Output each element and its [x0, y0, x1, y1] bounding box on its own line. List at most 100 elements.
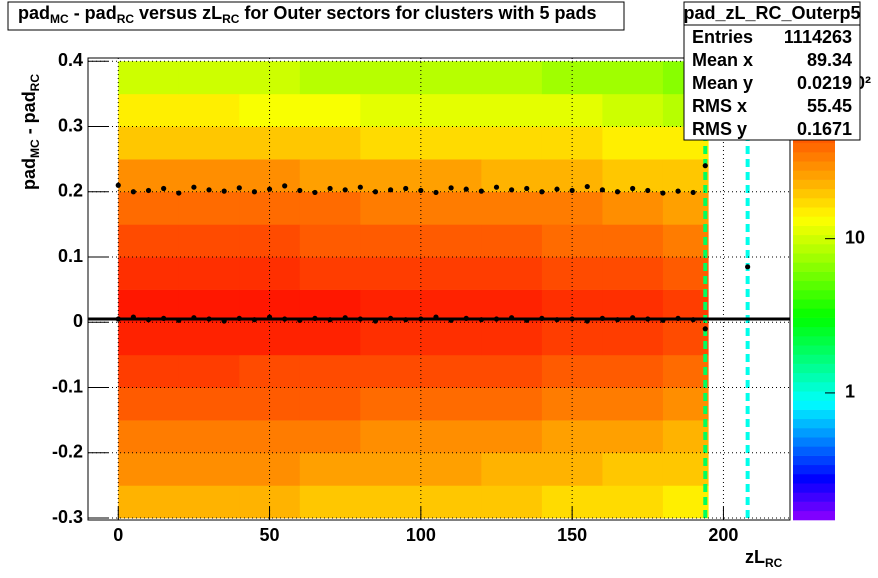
heatmap-cell [299, 452, 361, 486]
heatmap-cell [481, 61, 543, 95]
heatmap-cell [178, 420, 240, 454]
profile-point [221, 188, 227, 194]
palette-step [793, 391, 835, 401]
profile-point [690, 189, 696, 196]
heatmap-cell [239, 387, 301, 421]
subscript: RC [28, 74, 42, 92]
heatmap-cell [118, 257, 180, 290]
palette-step [793, 207, 835, 217]
heatmap-cell [662, 191, 709, 225]
profile-point [509, 187, 515, 193]
heatmap-cell [360, 126, 422, 160]
heatmap-cell [662, 257, 709, 290]
profile-point [115, 182, 121, 188]
heatmap-cell [360, 485, 422, 519]
stats-value: 89.34 [807, 50, 852, 70]
heatmap-cell [481, 126, 543, 160]
profile-point [448, 185, 454, 191]
y-tick-label: -0.2 [52, 442, 83, 462]
heatmap-cell [420, 191, 482, 225]
heatmap-cell [239, 257, 301, 290]
heatmap-cell [481, 159, 543, 193]
heatmap-cell [118, 354, 180, 388]
stats-value: 1114263 [784, 27, 852, 47]
profile-point [524, 185, 530, 192]
palette-step [793, 428, 835, 438]
profile-point [614, 189, 621, 195]
subscript: MC [50, 12, 69, 26]
heatmap-cell [299, 257, 361, 290]
heatmap-cell [360, 452, 422, 486]
profile-point [327, 185, 333, 192]
palette-step [793, 225, 835, 236]
heatmap-cell [118, 452, 180, 486]
profile-point [493, 184, 500, 190]
heatmap-cell [118, 224, 180, 258]
heatmap-cell [178, 452, 240, 486]
stats-label: Entries [692, 27, 753, 47]
label-part: versus zL [134, 3, 222, 23]
stats-label: Mean y [692, 73, 753, 93]
y-axis-label: padMC - padRC [19, 74, 42, 190]
profile-point [312, 189, 318, 196]
heatmap-cell [541, 452, 603, 486]
palette-step [793, 474, 835, 484]
heatmap-cell [602, 452, 664, 486]
profile-point [357, 184, 363, 190]
palette-step [793, 483, 835, 493]
palette-step [793, 336, 835, 346]
heatmap-cell [662, 159, 709, 193]
y-tick-label: -0.1 [52, 376, 83, 396]
y-tick-label: 0.3 [58, 115, 83, 135]
profile-point [554, 186, 560, 192]
palette-step [793, 382, 835, 392]
heatmap-cell [360, 191, 422, 225]
heatmap-cell [178, 354, 240, 388]
heatmap-cell [299, 354, 361, 388]
label-part: - pad [69, 3, 117, 23]
palette-step [793, 437, 835, 447]
stats-label: RMS x [692, 96, 747, 116]
heatmap-cell [541, 224, 603, 258]
label-part: pad [18, 3, 50, 23]
profile-point [463, 186, 469, 192]
stats-value: 0.1671 [797, 119, 852, 139]
heatmap-cell [178, 191, 240, 225]
profile-point [675, 188, 681, 194]
palette-step [793, 326, 835, 337]
palette-step [793, 418, 835, 429]
heatmap-cell [541, 387, 603, 421]
heatmap-cell [420, 224, 482, 258]
profile-point [418, 187, 424, 194]
profile-point [145, 187, 152, 194]
heatmap-cell [481, 420, 543, 454]
heatmap-cell [239, 420, 301, 454]
label-part: zL [745, 547, 765, 567]
profile-point [645, 187, 651, 194]
heatmap-cell [299, 420, 361, 454]
stats-label: RMS y [692, 119, 747, 139]
x-tick-label: 200 [708, 525, 738, 545]
heatmap-cell [481, 485, 543, 519]
palette-step [793, 455, 835, 466]
heatmap-cell [360, 420, 422, 454]
heatmap-cell [420, 452, 482, 486]
heatmap-cell [118, 126, 180, 160]
profile-point [660, 190, 666, 196]
heatmap-cell [299, 387, 361, 421]
x-tick-label: 0 [113, 525, 123, 545]
y-tick-label: 0.2 [58, 181, 83, 201]
heatmap-cell [299, 485, 361, 519]
heatmap-cell [360, 257, 422, 290]
y-tick-label: 0 [73, 311, 83, 331]
profile-point [130, 189, 136, 195]
heatmap-cell [420, 420, 482, 454]
heatmap-cell [662, 224, 709, 258]
profile-point [342, 187, 348, 193]
heatmap-cell [239, 224, 301, 258]
heatmap-cell [420, 257, 482, 290]
profile-point [539, 189, 545, 195]
heatmap-cell [481, 452, 543, 486]
profile-point [266, 186, 273, 192]
heatmap-cell [420, 322, 482, 356]
